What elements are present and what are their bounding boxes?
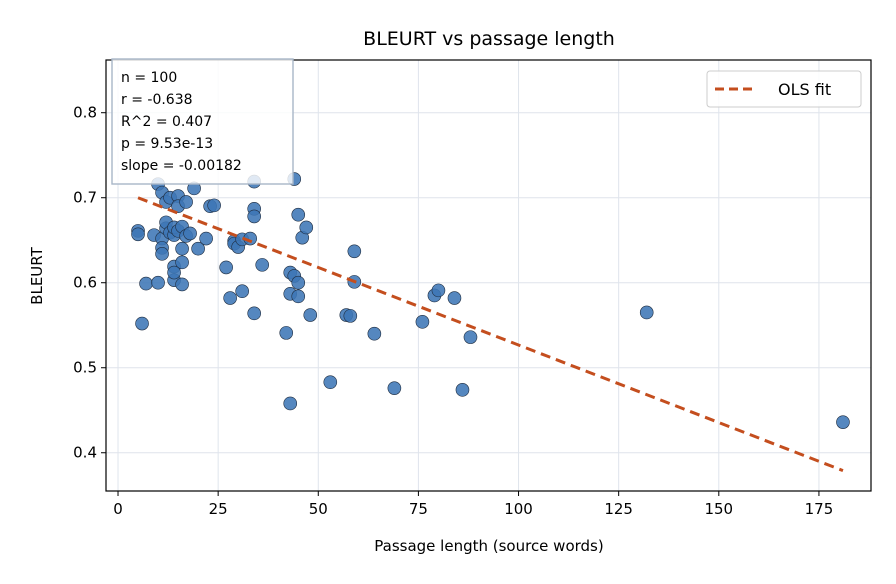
legend: OLS fit [706, 70, 862, 108]
stats-box-frame [111, 58, 294, 185]
data-point [247, 306, 261, 321]
x-axis-label: Passage length (source words) [374, 537, 603, 555]
y-tick-label: 0.7 [73, 189, 97, 207]
x-tick-label: 25 [209, 500, 228, 518]
data-point [299, 220, 314, 235]
data-point [151, 275, 165, 290]
y-tick-label: 0.8 [73, 104, 97, 122]
x-tick-label: 125 [604, 500, 633, 518]
data-point [291, 207, 306, 222]
data-point [447, 291, 462, 305]
stats-r2: R^2 = 0.407 [121, 114, 212, 130]
data-point [175, 277, 189, 292]
data-point [167, 265, 181, 280]
stats-slope: slope = -0.00182 [121, 158, 242, 174]
x-tick-label: 175 [805, 500, 834, 518]
grid [106, 60, 871, 491]
fit-line-group [137, 196, 844, 472]
data-point [207, 198, 221, 213]
data-point [135, 316, 149, 331]
data-point [291, 275, 306, 290]
data-point [431, 283, 446, 298]
y-tick-label: 0.4 [73, 444, 97, 462]
x-tick-label: 75 [409, 500, 428, 518]
data-point [291, 289, 306, 304]
stats-r: r = -0.638 [121, 92, 193, 108]
data-point [131, 227, 145, 242]
data-point [179, 195, 193, 209]
y-tick-label: 0.5 [73, 359, 97, 377]
data-point [155, 247, 169, 261]
data-point [367, 326, 382, 341]
data-point [279, 326, 294, 340]
y-axis-ticks: 0.4 0.5 0.6 0.7 0.8 [73, 104, 106, 462]
y-axis-label: BLEURT [28, 246, 46, 304]
x-tick-label: 50 [309, 500, 328, 518]
chart-title: BLEURT vs passage length [363, 28, 615, 50]
data-point [219, 260, 233, 275]
stats-p: p = 9.53e-13 [121, 136, 213, 152]
data-point [223, 291, 237, 305]
data-point [191, 241, 205, 256]
data-point [639, 305, 654, 320]
data-point [175, 241, 189, 256]
data-point [387, 381, 402, 395]
data-point [175, 255, 189, 270]
y-tick-label: 0.6 [73, 274, 97, 292]
x-tick-label: 0 [113, 500, 123, 518]
data-point [347, 244, 362, 259]
data-point [415, 315, 430, 329]
data-point [247, 209, 261, 224]
stats-n: n = 100 [121, 70, 177, 86]
data-point [836, 415, 850, 429]
data-point [455, 383, 470, 397]
data-point [343, 309, 358, 323]
x-tick-label: 150 [704, 500, 733, 518]
data-point [183, 226, 197, 241]
stats-box: n = 100 r = -0.638 R^2 = 0.407 p = 9.53e… [111, 58, 294, 185]
x-tick-label: 100 [504, 500, 533, 518]
data-point [283, 396, 298, 411]
data-point [235, 284, 249, 299]
ols-fit-line [137, 196, 844, 472]
plot-frame [105, 59, 872, 492]
x-axis-ticks: 0 25 50 75 100 125 150 175 [113, 491, 833, 518]
legend-frame [706, 70, 862, 108]
data-point [139, 276, 153, 291]
data-point [463, 330, 478, 344]
data-point [303, 308, 318, 322]
data-point [255, 258, 270, 272]
data-point [199, 231, 213, 246]
legend-fit-label: OLS fit [778, 80, 831, 99]
data-point [323, 375, 338, 389]
